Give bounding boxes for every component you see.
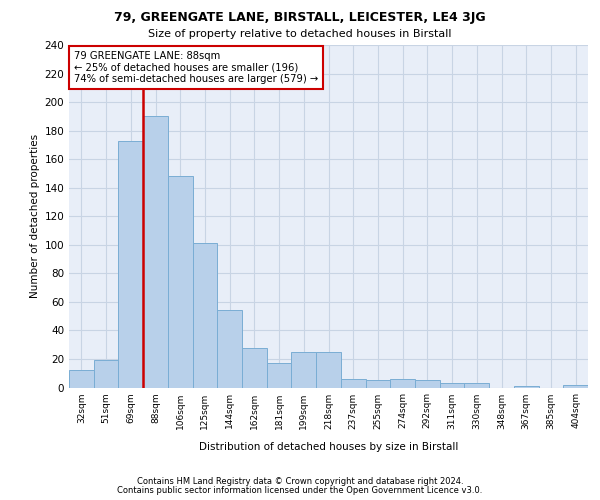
Text: Contains HM Land Registry data © Crown copyright and database right 2024.: Contains HM Land Registry data © Crown c… [137,477,463,486]
Text: Size of property relative to detached houses in Birstall: Size of property relative to detached ho… [148,29,452,39]
Bar [514,386,539,388]
Bar [316,352,341,388]
Text: Distribution of detached houses by size in Birstall: Distribution of detached houses by size … [199,442,458,452]
Bar [94,360,118,388]
Bar [365,380,390,388]
Text: 79 GREENGATE LANE: 88sqm
← 25% of detached houses are smaller (196)
74% of semi-: 79 GREENGATE LANE: 88sqm ← 25% of detach… [74,50,318,84]
Bar [118,140,143,388]
Bar [390,379,415,388]
Bar [341,379,365,388]
Bar [193,244,217,388]
Text: Contains public sector information licensed under the Open Government Licence v3: Contains public sector information licen… [118,486,482,495]
Bar [69,370,94,388]
Bar [464,383,489,388]
Bar [217,310,242,388]
Bar [415,380,440,388]
Y-axis label: Number of detached properties: Number of detached properties [30,134,40,298]
Text: 79, GREENGATE LANE, BIRSTALL, LEICESTER, LE4 3JG: 79, GREENGATE LANE, BIRSTALL, LEICESTER,… [114,11,486,24]
Bar [168,176,193,388]
Bar [292,352,316,388]
Bar [440,383,464,388]
Bar [563,384,588,388]
Bar [242,348,267,388]
Bar [143,116,168,388]
Bar [267,363,292,388]
